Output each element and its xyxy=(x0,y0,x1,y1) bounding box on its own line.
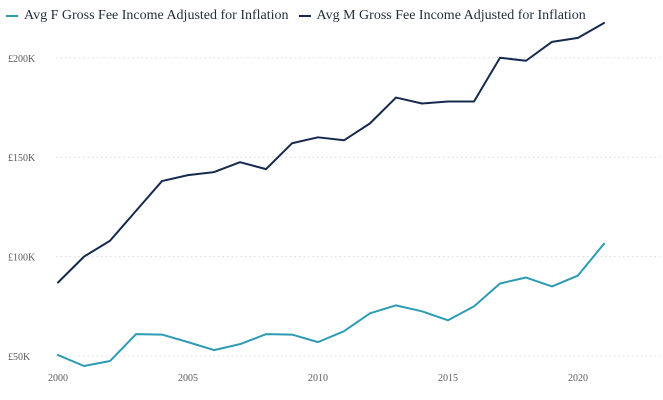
y-tick-label: £50K xyxy=(8,352,31,363)
chart-legend: Avg F Gross Fee Income Adjusted for Infl… xyxy=(6,8,586,24)
grid-layer xyxy=(56,57,660,357)
legend-item-f: Avg F Gross Fee Income Adjusted for Infl… xyxy=(6,8,289,24)
legend-label-f: Avg F Gross Fee Income Adjusted for Infl… xyxy=(24,8,289,23)
y-tick-label: £100K xyxy=(8,253,36,264)
x-tick-label: 2005 xyxy=(178,373,198,384)
legend-swatch-m xyxy=(298,15,311,17)
legend-label-m: Avg M Gross Fee Income Adjusted for Infl… xyxy=(316,8,586,23)
series-line-f xyxy=(57,242,605,367)
x-tick-label: 2000 xyxy=(48,373,68,384)
legend-item-m: Avg M Gross Fee Income Adjusted for Infl… xyxy=(298,8,586,24)
axis-layer: £50K £100K £150K £200K 2000 2005 2010 2015 2020 xyxy=(8,54,588,384)
legend-swatch-f xyxy=(6,15,18,17)
y-tick-label: £200K xyxy=(8,54,36,65)
x-tick-label: 2020 xyxy=(568,373,588,384)
x-tick-label: 2010 xyxy=(308,373,328,384)
series-layer xyxy=(57,21,605,367)
x-tick-label: 2015 xyxy=(438,373,458,384)
series-line-m xyxy=(57,21,605,284)
y-tick-label: £150K xyxy=(8,153,36,164)
